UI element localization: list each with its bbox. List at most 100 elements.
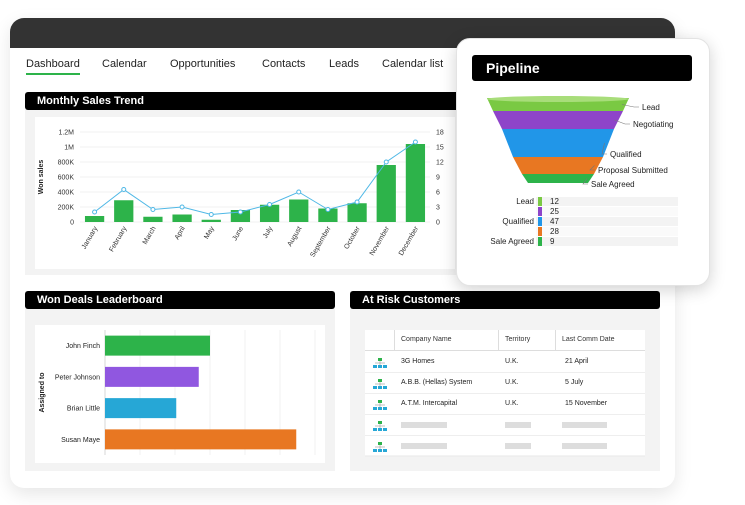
- x-tick-label: January: [81, 225, 100, 250]
- funnel-stage-sale-agreed: [522, 174, 594, 183]
- tab-calendar[interactable]: Calendar: [102, 58, 147, 70]
- pipeline-table-label: Sale Agreed: [490, 237, 534, 246]
- x-tick-label: August: [287, 225, 304, 247]
- pipeline-title: Pipeline: [472, 55, 692, 81]
- sales-trend-title: Monthly Sales Trend: [25, 92, 465, 110]
- cell-last-comm: 5 July: [565, 379, 584, 386]
- bar-august: [289, 199, 309, 222]
- leaderboard-plot-area: Assigned to John Finch Peter Johnson Brian …: [35, 325, 325, 463]
- y-tick-label: 400K: [58, 190, 75, 197]
- y-tick-label: 200K: [58, 205, 75, 212]
- column-divider: [555, 330, 556, 350]
- tab-contacts[interactable]: Contacts: [262, 58, 306, 70]
- column-header-company[interactable]: Company Name: [401, 336, 452, 343]
- y2-tick-label: 12: [436, 160, 444, 167]
- x-tick-label: May: [203, 225, 216, 240]
- bar-susan-maye: [105, 429, 297, 450]
- tab-opportunities[interactable]: Opportunities: [170, 58, 236, 70]
- tab-leads[interactable]: Leads: [329, 58, 359, 70]
- cell-last-comm: 15 November: [565, 400, 608, 407]
- y2-tick-label: 18: [436, 130, 444, 137]
- funnel-stage-label: Proposal Submitted: [598, 166, 668, 175]
- column-header-territory[interactable]: Territory: [505, 336, 531, 343]
- tab-dashboard[interactable]: Dashboard: [26, 58, 80, 75]
- x-tick-label: October: [343, 225, 362, 251]
- x-tick-label: December: [398, 225, 421, 257]
- sales-trend-plot-area: 1.2M 1M 800K 600K 400K 200K 0 18 15 12 9 6 3 0 Won sal…: [35, 117, 455, 269]
- cell-territory: U.K.: [505, 400, 519, 407]
- placeholder-cell: [505, 443, 531, 449]
- line-point-april: [179, 204, 185, 210]
- x-tick-label: March: [142, 225, 158, 245]
- at-risk-title: At Risk Customers: [350, 291, 660, 309]
- leaderboard-title: Won Deals Leaderboard: [25, 291, 335, 309]
- placeholder-cell: [562, 422, 607, 428]
- bar-november: [376, 165, 396, 222]
- table-row[interactable]: A.T.M. Intercapital U.K. 15 November: [365, 393, 645, 415]
- funnel-leader-line: [582, 178, 588, 185]
- bar-july: [259, 204, 280, 222]
- y2-tick-label: 0: [436, 220, 440, 227]
- tab-calendar-list[interactable]: Calendar list: [382, 58, 444, 70]
- org-chart-icon: [373, 398, 387, 416]
- pipeline-table-label: Lead: [516, 197, 534, 206]
- line-point-december: [412, 139, 418, 145]
- line-point-january: [92, 209, 98, 215]
- org-chart-icon: [373, 440, 387, 458]
- cell-last-comm: 21 April: [565, 358, 589, 365]
- cell-territory: U.K.: [505, 379, 519, 386]
- at-risk-table: Company Name Territory Last Comm Date 3G…: [365, 330, 645, 457]
- pipeline-table-row: [536, 227, 678, 236]
- placeholder-cell: [401, 443, 447, 449]
- placeholder-cell: [505, 422, 531, 428]
- table-row[interactable]: A.B.B. (Hellas) System U.K. 5 July: [365, 372, 645, 394]
- funnel-leader-line: [614, 119, 630, 125]
- cell-company: A.T.M. Intercapital: [401, 400, 458, 407]
- table-row[interactable]: [365, 435, 645, 457]
- deals-line: [94, 141, 416, 216]
- bar-december: [405, 144, 426, 222]
- y2-tick-label: 6: [436, 190, 440, 197]
- pipeline-color-swatch: [538, 237, 542, 246]
- pipeline-color-swatch: [538, 197, 542, 206]
- line-point-november: [383, 159, 389, 165]
- line-point-july: [267, 202, 273, 207]
- y-tick-label: 800K: [58, 160, 75, 167]
- table-row[interactable]: [365, 414, 645, 436]
- line-point-october: [354, 199, 360, 205]
- column-header-last-comm[interactable]: Last Comm Date: [562, 336, 615, 343]
- org-chart-icon: [373, 356, 387, 374]
- funnel-stage-proposal-submitted: [513, 157, 603, 174]
- sales-trend-chart: 1.2M 1M 800K 600K 400K 200K 0 18 15 12 9 6 3 0 Won sal…: [38, 130, 444, 259]
- line-point-may: [208, 212, 214, 217]
- column-divider: [498, 330, 499, 350]
- x-tick-label: September: [309, 225, 333, 259]
- cell-company: 3G Homes: [401, 358, 435, 365]
- bar-june: [230, 210, 251, 222]
- pipeline-table-row: [536, 237, 678, 246]
- x-tick-label: November: [369, 225, 392, 257]
- leaderboard-chart: Assigned to John Finch Peter Johnson Brian …: [39, 330, 316, 455]
- funnel-leader-line: [621, 104, 639, 108]
- bar-september: [318, 208, 338, 222]
- y-tick-label: 600K: [58, 175, 75, 182]
- y-tick-label: 1M: [64, 145, 74, 152]
- pipeline-color-swatch: [538, 217, 542, 226]
- bar-march: [143, 216, 163, 222]
- pipeline-funnel-chart: Lead Negotiating Qualified Proposal Submitt…: [487, 96, 678, 246]
- y-tick-label: 1.2M: [58, 130, 74, 137]
- pipeline-table-value: 25: [550, 207, 559, 216]
- bar-april: [172, 214, 192, 222]
- x-tick-label: July: [262, 225, 275, 240]
- table-row[interactable]: 3G Homes U.K. 21 April: [365, 351, 645, 373]
- bar-brian-little: [105, 398, 177, 419]
- pipeline-table-row: [536, 207, 678, 216]
- pipeline-table-row: [536, 197, 678, 206]
- placeholder-cell: [562, 443, 607, 449]
- x-tick-label: February: [108, 225, 128, 253]
- x-tick-label: April: [174, 225, 187, 241]
- pipeline-table-label: Qualified: [502, 217, 534, 226]
- org-chart-icon: [373, 419, 387, 437]
- pipeline-table-value: 47: [550, 217, 559, 226]
- y-axis-label: Won sales: [38, 160, 45, 195]
